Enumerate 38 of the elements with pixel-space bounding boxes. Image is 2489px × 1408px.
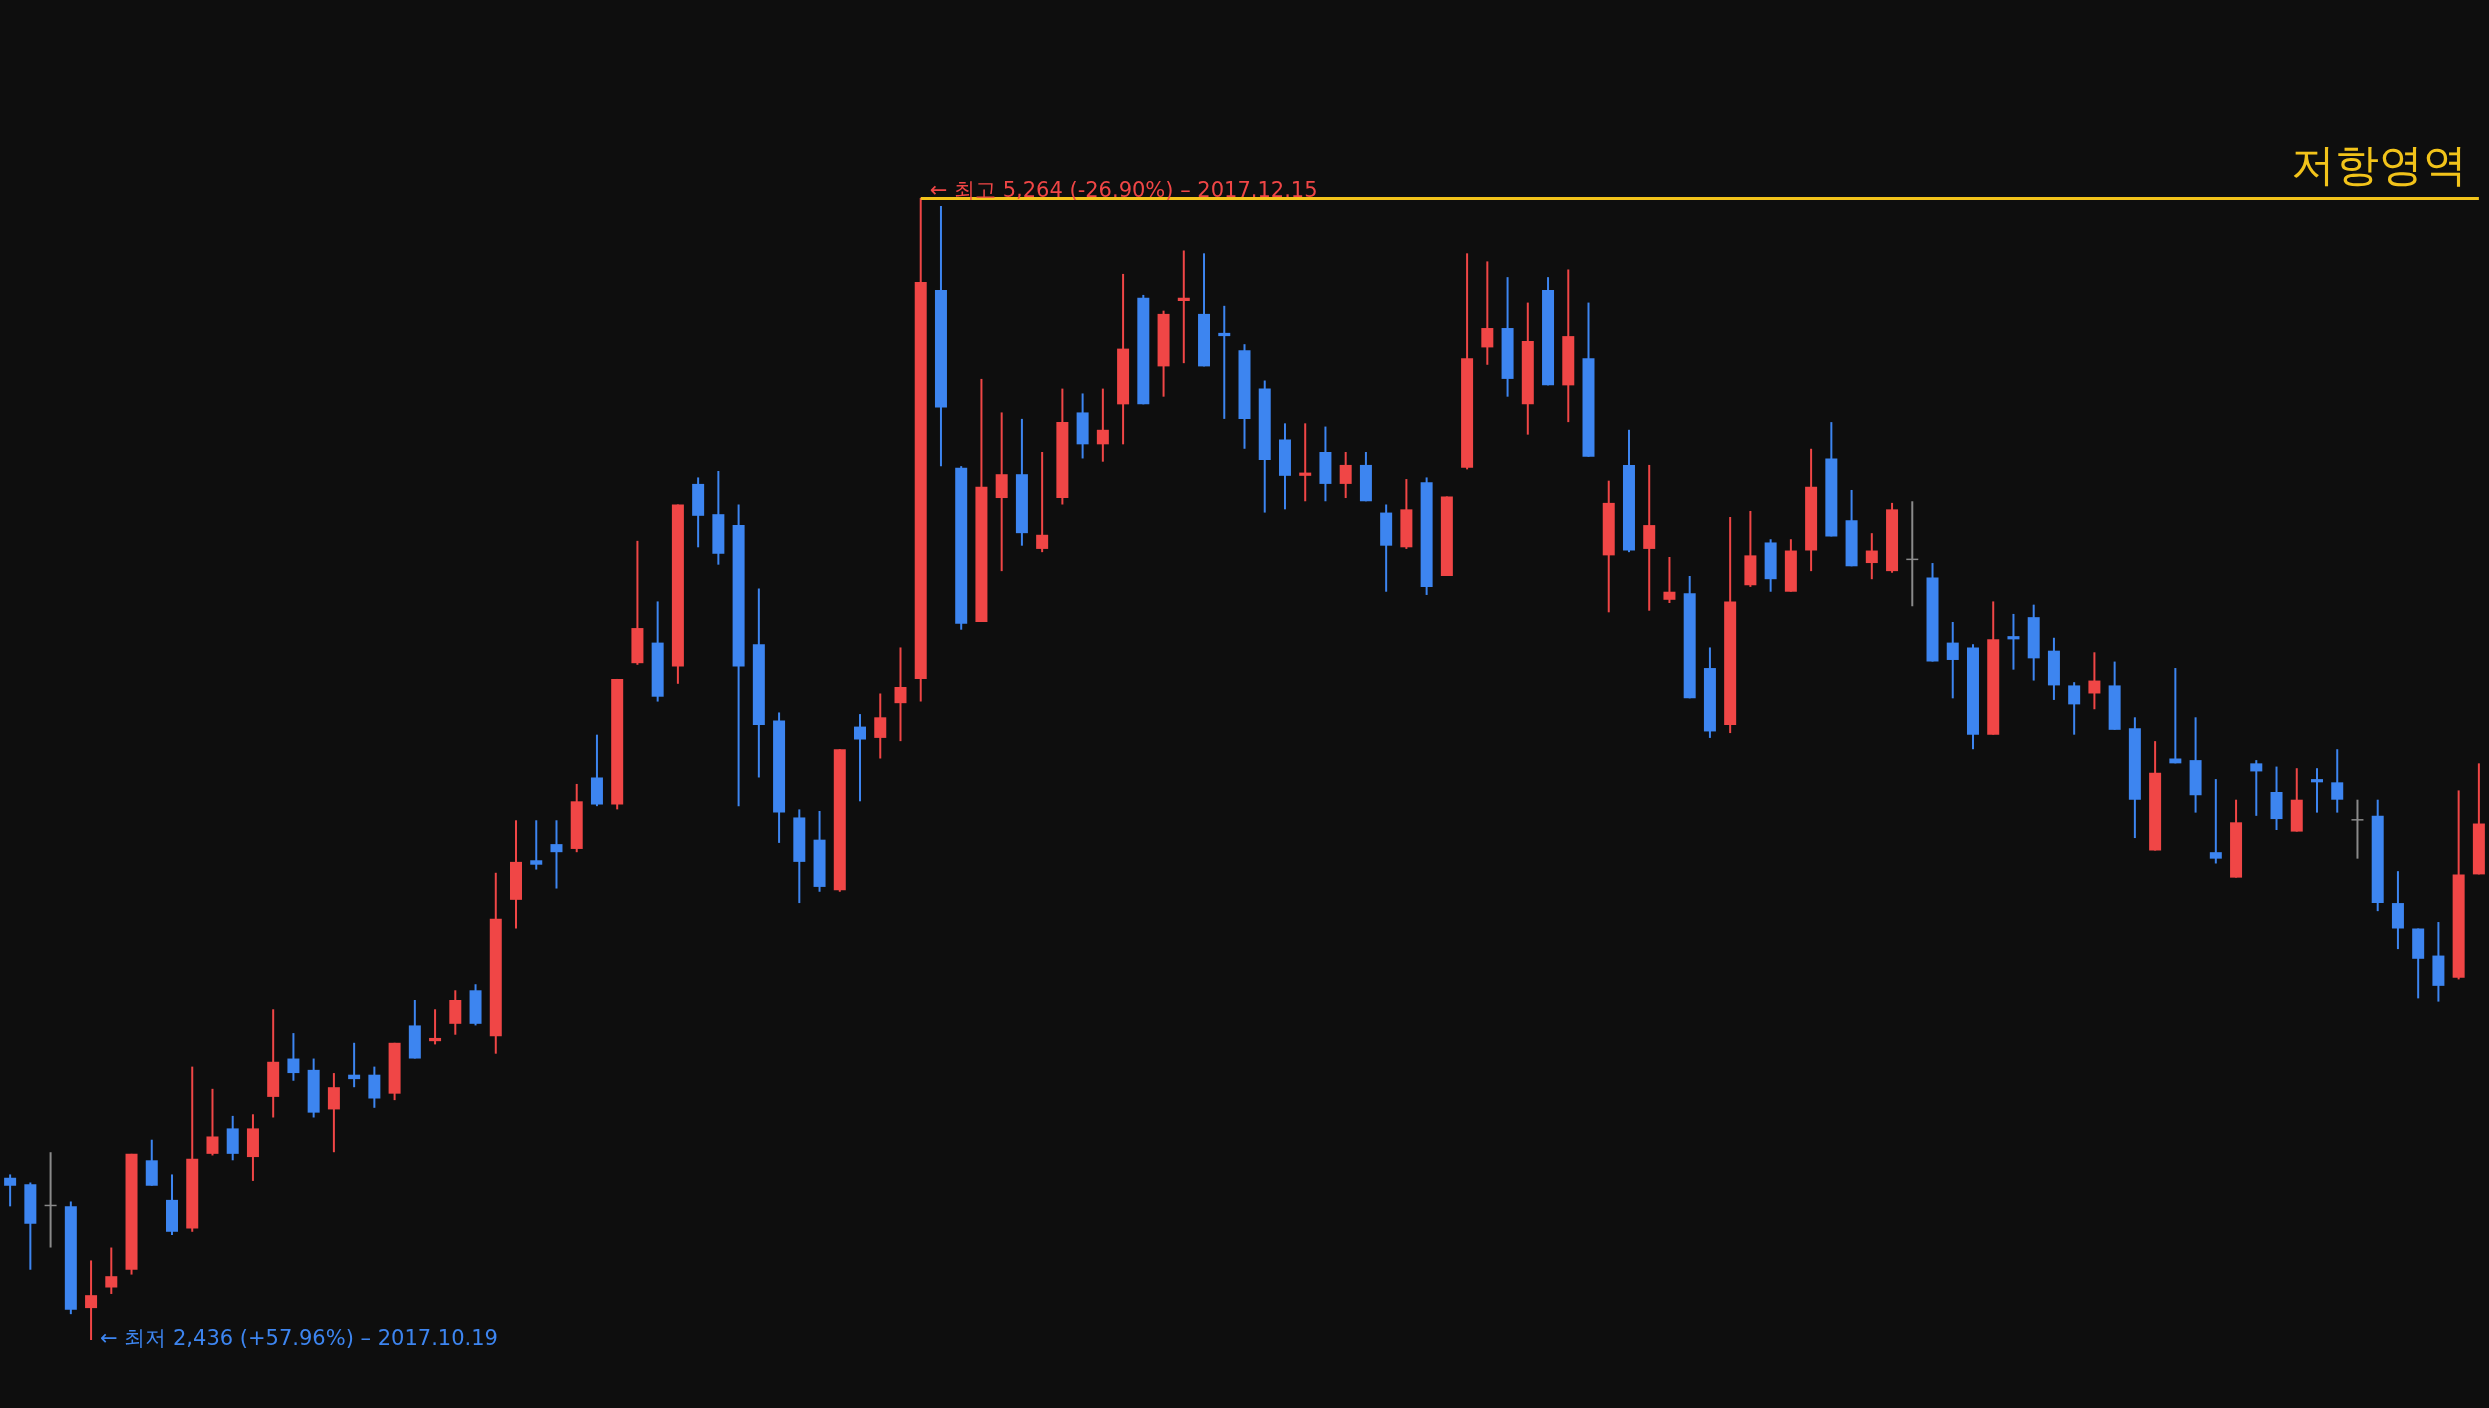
candlestick — [1299, 422, 1312, 503]
candlestick — [327, 1072, 340, 1154]
candlestick — [1865, 532, 1878, 581]
candlestick — [874, 692, 887, 760]
candlestick — [1096, 387, 1109, 463]
ref-line-label: 저항영역 — [2290, 138, 2467, 190]
candlestick — [550, 819, 563, 890]
candlestick — [449, 989, 462, 1036]
candlestick — [368, 1065, 381, 1109]
candlestick — [2209, 778, 2222, 865]
candlestick — [1481, 260, 1494, 366]
candlestick — [2351, 798, 2364, 860]
candlestick — [1218, 304, 1231, 420]
candlestick — [2068, 681, 2081, 736]
candlestick — [1339, 451, 1352, 500]
candlestick — [429, 1008, 442, 1046]
candlestick — [4, 1173, 17, 1208]
candlestick — [2250, 759, 2263, 817]
candlestick — [1177, 249, 1190, 365]
candlestick — [287, 1032, 300, 1082]
candlestick — [206, 1087, 219, 1157]
candlestick — [2311, 767, 2323, 814]
candlestick — [105, 1246, 118, 1295]
annotation: ← 최저 2,436 (+57.96%) – 2017.10.19 — [100, 1326, 498, 1350]
annotation: ← 최고 5,264 (-26.90%) – 2017.12.15 — [929, 178, 1318, 202]
candlestick — [1643, 463, 1656, 612]
candlestick — [2331, 748, 2344, 814]
candlestick — [348, 1041, 361, 1089]
candlestick — [2088, 651, 2101, 711]
candlestick — [2007, 612, 2020, 671]
candlestick — [85, 1259, 98, 1341]
candlestick — [530, 819, 543, 871]
candlestick — [854, 713, 867, 803]
candlestick — [995, 411, 1008, 573]
candlestick — [894, 646, 907, 743]
candlestick — [1946, 621, 1959, 700]
candlestick — [1036, 451, 1049, 554]
candlestick — [1663, 556, 1676, 605]
